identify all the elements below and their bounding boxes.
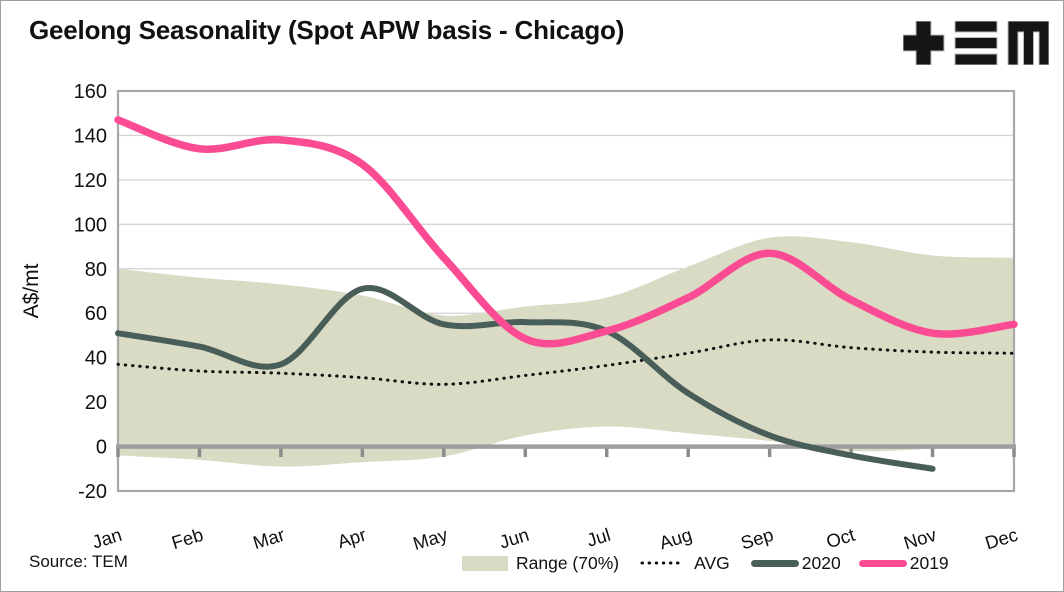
line-2019: [114, 116, 1018, 348]
y-tick-label: 80: [85, 259, 107, 281]
x-tick-label: Nov: [901, 524, 939, 554]
y-tick-label: 0: [96, 437, 107, 459]
x-tick-label: Apr: [335, 524, 369, 553]
legend-label-range: Range (70%): [516, 552, 620, 573]
legend-label-2019: 2019: [909, 552, 949, 573]
x-tick: [1012, 448, 1016, 458]
x-tick: [604, 448, 609, 458]
line-2020: [115, 284, 936, 472]
x-tick: [523, 448, 528, 458]
legend-label-avg: AVG: [694, 552, 730, 573]
y-tick-label: 160: [74, 81, 107, 103]
x-tick-label: Jun: [497, 524, 532, 553]
legend-swatch-range-icon: [462, 555, 508, 571]
x-tick: [279, 448, 283, 458]
source-note: Source: TEM: [29, 552, 128, 571]
x-tick-label: Aug: [657, 524, 695, 554]
x-tick-label: Oct: [824, 524, 858, 552]
chart-legend: Range (70%) AVG 2020 2019: [462, 550, 949, 576]
avg-line: [116, 338, 1016, 386]
legend-swatch-avg-icon: [640, 561, 684, 565]
y-tick-label: 120: [74, 170, 107, 192]
legend-label-2020: 2020: [801, 552, 841, 573]
range-band: [118, 236, 1014, 467]
x-tick-label: Jul: [584, 524, 613, 551]
x-tick: [442, 448, 446, 458]
tem-logo: [902, 20, 1050, 66]
x-tick-label: May: [410, 524, 450, 555]
y-tick-label: 40: [85, 348, 107, 370]
y-axis-title: A$/mt: [20, 263, 43, 318]
x-tick: [116, 448, 120, 458]
page-title: Geelong Seasonality (Spot APW basis - Ch…: [29, 15, 625, 45]
y-tick-label: 60: [85, 303, 107, 325]
x-tick: [686, 448, 690, 458]
x-tick-label: Feb: [169, 524, 206, 553]
x-tick-label: Dec: [983, 524, 1021, 554]
x-tick-label: Mar: [250, 524, 287, 553]
y-tick-label: 100: [74, 214, 107, 236]
plot-border: [116, 89, 1016, 493]
legend-swatch-2019-icon: [858, 559, 907, 567]
x-tick: [360, 448, 365, 458]
y-tick-label: -20: [78, 481, 107, 503]
zero-axis-line: [116, 444, 1016, 449]
x-tick: [930, 448, 935, 458]
y-tick-label: 20: [85, 392, 107, 414]
x-tick-label: Jan: [90, 524, 125, 553]
x-tick: [197, 448, 202, 458]
legend-swatch-2020-icon: [750, 559, 799, 567]
y-tick-label: 140: [74, 125, 107, 147]
x-tick-label: Sep: [738, 524, 776, 554]
x-tick: [767, 448, 772, 458]
